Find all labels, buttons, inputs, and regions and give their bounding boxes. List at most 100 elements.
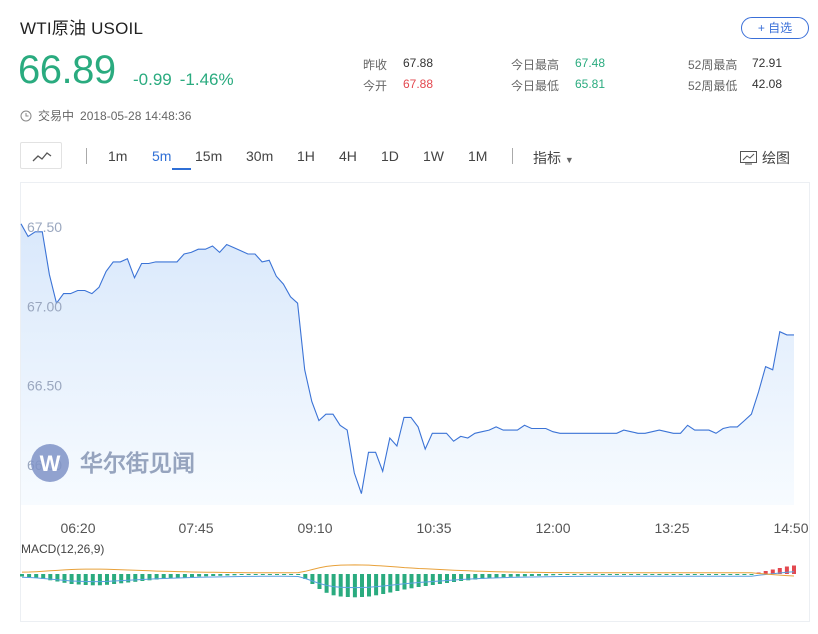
status-timestamp: 2018-05-28 14:48:36 <box>80 108 192 123</box>
macd-bar <box>282 574 287 575</box>
timeframe-15m[interactable]: 15m <box>195 148 223 164</box>
macd-bar <box>253 574 258 575</box>
x-tick-label: 06:20 <box>60 520 95 536</box>
price-line <box>20 223 794 494</box>
macd-bar <box>777 568 782 574</box>
macd-dea-line <box>21 564 795 577</box>
timeframe-1h[interactable]: 1H <box>297 148 315 164</box>
day-low-label: 今日最低 <box>511 79 560 93</box>
macd-bar <box>650 574 655 575</box>
macd-bar <box>381 574 386 594</box>
macd-bar <box>614 574 619 575</box>
macd-bar <box>622 574 626 575</box>
macd-bar <box>324 574 329 593</box>
macd-bar <box>437 574 442 584</box>
macd-bar <box>671 574 676 575</box>
macd-bar <box>76 574 81 585</box>
x-tick-label: 10:35 <box>416 520 451 536</box>
y-tick-label: 67.50 <box>27 219 62 235</box>
macd-bar <box>331 574 336 596</box>
day-high-value: 67.48 <box>575 56 606 70</box>
draw-tool-button[interactable]: 绘图 <box>740 148 790 168</box>
clock-icon <box>20 110 32 121</box>
macd-bar <box>112 574 117 584</box>
macd-bar <box>345 574 350 597</box>
macd-bar <box>664 574 669 575</box>
macd-bar <box>537 574 541 576</box>
macd-bar <box>204 574 209 577</box>
macd-bar <box>678 574 683 575</box>
macd-bar <box>161 574 166 579</box>
macd-bar <box>133 574 138 582</box>
timeframe-5m[interactable]: 5m <box>152 148 172 164</box>
week52-low-label: 52周最低 <box>688 79 738 93</box>
macd-bar <box>473 574 478 580</box>
macd-bar <box>459 574 464 581</box>
macd-bar <box>147 574 152 581</box>
svg-text:W: W <box>40 451 61 476</box>
macd-bar <box>303 574 308 579</box>
indicator-label: 指标 <box>533 150 561 166</box>
timeframe-30m[interactable]: 30m <box>246 148 274 164</box>
macd-bar <box>182 574 187 578</box>
change-value: -0.99 <box>133 70 172 89</box>
macd-bar <box>529 574 534 576</box>
macd-bar <box>296 574 301 575</box>
macd-bar <box>388 574 393 593</box>
price-change: -0.99 -1.46% <box>133 70 242 90</box>
timeframe-1m[interactable]: 1m <box>108 148 128 164</box>
macd-bar <box>317 574 322 589</box>
macd-bar <box>593 574 598 575</box>
timeframe-4h[interactable]: 4H <box>339 148 357 164</box>
macd-bar <box>69 574 74 584</box>
last-price: 66.89 <box>18 48 116 92</box>
week52-high-label: 52周最高 <box>688 58 738 72</box>
macd-bar <box>416 574 421 587</box>
macd-bar <box>728 574 733 575</box>
macd-bar <box>770 569 775 574</box>
macd-bar <box>218 574 223 576</box>
timeframe-1d[interactable]: 1D <box>381 148 399 164</box>
prev-close-value: 67.88 <box>403 56 434 70</box>
macd-bar <box>154 574 159 580</box>
indicator-dropdown[interactable]: 指标 ▼ <box>533 148 574 168</box>
macd-bar <box>55 574 60 582</box>
macd-bar <box>586 574 591 575</box>
macd-bar <box>763 571 768 574</box>
macd-bar <box>395 574 400 591</box>
line-chart-icon <box>32 152 52 162</box>
macd-bar <box>423 574 428 586</box>
draw-label: 绘图 <box>762 150 790 166</box>
open-value: 67.88 <box>403 77 434 91</box>
toolbar-divider <box>86 148 87 164</box>
macd-bar <box>239 574 244 575</box>
macd-bar <box>607 574 612 575</box>
macd-bar <box>735 574 740 575</box>
macd-bar <box>452 574 456 582</box>
x-tick-label: 14:50 <box>773 520 808 536</box>
week52-low-value: 42.08 <box>752 77 783 91</box>
macd-label: MACD(12,26,9) <box>21 542 104 556</box>
price-area-fill <box>21 223 794 506</box>
watermark-text: 华尔街见闻 <box>80 450 195 476</box>
x-tick-label: 07:45 <box>178 520 213 536</box>
macd-bar <box>402 574 407 590</box>
macd-bar <box>310 574 315 584</box>
change-percent: -1.46% <box>179 70 234 89</box>
macd-bar <box>190 574 194 577</box>
x-tick-label: 09:10 <box>297 520 332 536</box>
open-label: 今开 <box>363 79 388 93</box>
x-tick-label: 13:25 <box>654 520 689 536</box>
timeframe-1mo[interactable]: 1M <box>468 148 488 164</box>
caret-down-icon: ▼ <box>564 155 574 165</box>
macd-dif-line <box>21 571 795 589</box>
active-timeframe-indicator <box>172 168 191 170</box>
timeframe-1w[interactable]: 1W <box>423 148 444 164</box>
macd-bar <box>685 574 690 575</box>
trading-status: 交易中 2018-05-28 14:48:36 <box>20 107 191 124</box>
chart-type-button[interactable] <box>20 142 62 169</box>
watermark-logo: W <box>31 444 69 482</box>
add-watchlist-button[interactable]: + 自选 <box>741 17 809 39</box>
macd-bar <box>466 574 471 581</box>
